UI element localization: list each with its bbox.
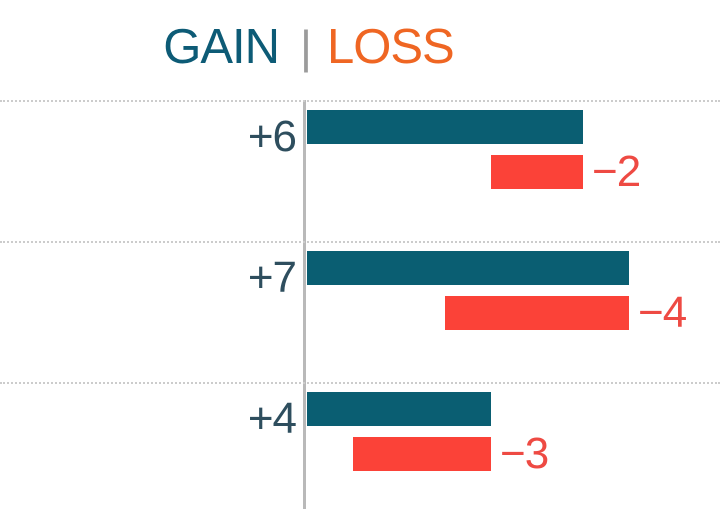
loss-value-label: −3 [500,429,549,478]
title-loss-label: LOSS [326,20,455,74]
gain-value-label: +4 [247,394,297,443]
gain-bar [307,392,491,426]
gain-value-label: +7 [247,253,297,302]
gain-value-label: +6 [247,112,297,161]
gridline [0,241,720,243]
value-axis-line [303,100,306,509]
loss-value-label: −4 [638,288,687,337]
chart-title: GAIN | LOSS [0,18,606,76]
gridline [0,100,720,102]
title-gain-label: GAIN [163,20,280,74]
gain-bar [307,251,629,285]
loss-bar [445,296,629,330]
gain-bar [307,110,583,144]
loss-bar [491,155,583,189]
gridline [0,382,720,384]
loss-bar [353,437,491,471]
title-divider: | [300,21,312,73]
loss-value-label: −2 [592,147,641,196]
